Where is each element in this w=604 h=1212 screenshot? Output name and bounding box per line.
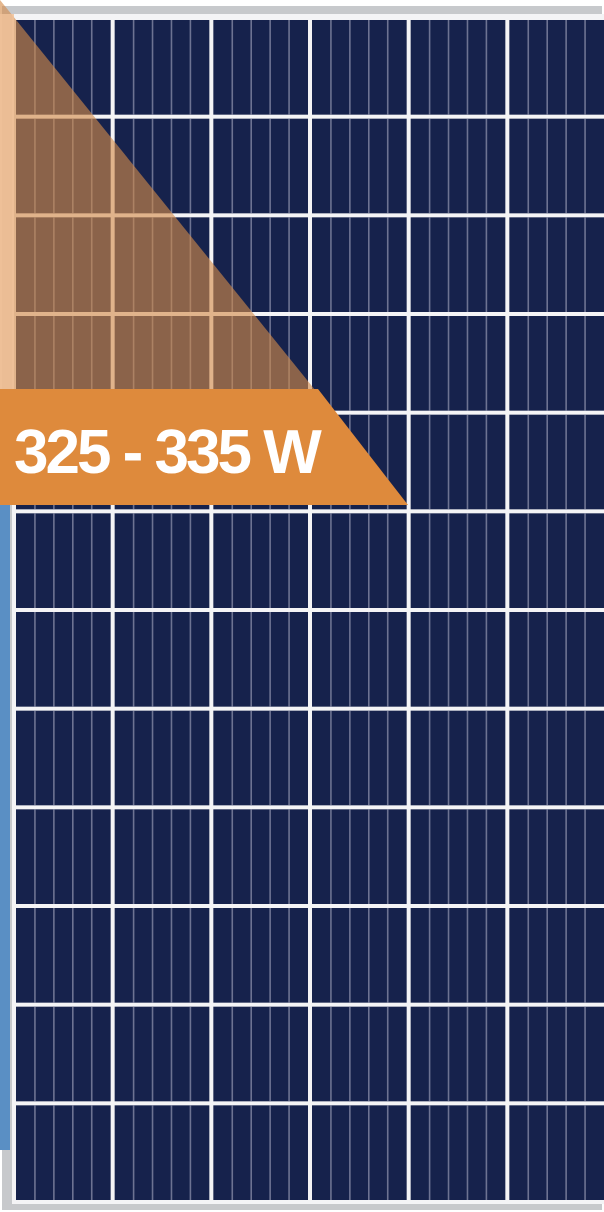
solar-cell [114, 809, 210, 904]
solar-cell [312, 1105, 407, 1200]
solar-cell [213, 908, 308, 1003]
solar-cell [410, 20, 506, 115]
solar-cell [213, 1006, 308, 1102]
solar-cell [410, 513, 506, 608]
solar-cell [312, 513, 407, 608]
solar-cell [312, 118, 407, 214]
solar-cell [213, 612, 308, 707]
solar-cell [410, 612, 506, 707]
solar-cell [16, 1006, 111, 1102]
solar-cell [114, 20, 210, 115]
panel-side-strip [0, 500, 10, 1150]
power-range-label: 325 - 335 W [14, 418, 322, 487]
solar-cell [114, 1006, 210, 1102]
solar-cell [410, 316, 506, 411]
solar-cell [509, 513, 604, 608]
solar-cell [312, 316, 407, 411]
solar-cell [509, 20, 604, 115]
solar-cell [312, 1006, 407, 1102]
solar-cell [114, 612, 210, 707]
solar-cell [312, 612, 407, 707]
solar-cell [312, 809, 407, 904]
solar-cell [312, 908, 407, 1003]
solar-cell [16, 809, 111, 904]
power-range-banner [0, 389, 408, 505]
solar-cell [509, 1006, 604, 1102]
solar-cell [410, 1006, 506, 1102]
solar-cell [16, 612, 111, 707]
solar-cell [16, 513, 111, 608]
solar-cell [509, 710, 604, 806]
solar-cell [509, 908, 604, 1003]
solar-cell [509, 612, 604, 707]
solar-cell [16, 710, 111, 806]
solar-cell [16, 1105, 111, 1200]
overlay-left-stripe [0, 14, 14, 389]
solar-cell [509, 316, 604, 411]
solar-cell [410, 217, 506, 312]
solar-cell [16, 908, 111, 1003]
solar-cell [509, 118, 604, 214]
solar-cell [114, 1105, 210, 1200]
solar-cell [213, 710, 308, 806]
corner-overlay-triangle [0, 0, 408, 505]
solar-cell [213, 809, 308, 904]
solar-cell [312, 710, 407, 806]
solar-cell [410, 118, 506, 214]
solar-cell [312, 20, 407, 115]
solar-cell [114, 710, 210, 806]
solar-cell [509, 414, 604, 510]
solar-cell [213, 1105, 308, 1200]
solar-cell [312, 217, 407, 312]
solar-cell [509, 1105, 604, 1200]
solar-cell [410, 908, 506, 1003]
solar-cell [213, 118, 308, 214]
solar-cell [509, 809, 604, 904]
solar-cell [410, 809, 506, 904]
solar-cell [114, 513, 210, 608]
solar-cell [114, 908, 210, 1003]
solar-cell [410, 710, 506, 806]
solar-cell [509, 217, 604, 312]
solar-cell [213, 513, 308, 608]
solar-cell [410, 1105, 506, 1200]
solar-cell [213, 20, 308, 115]
solar-cell [410, 414, 506, 510]
